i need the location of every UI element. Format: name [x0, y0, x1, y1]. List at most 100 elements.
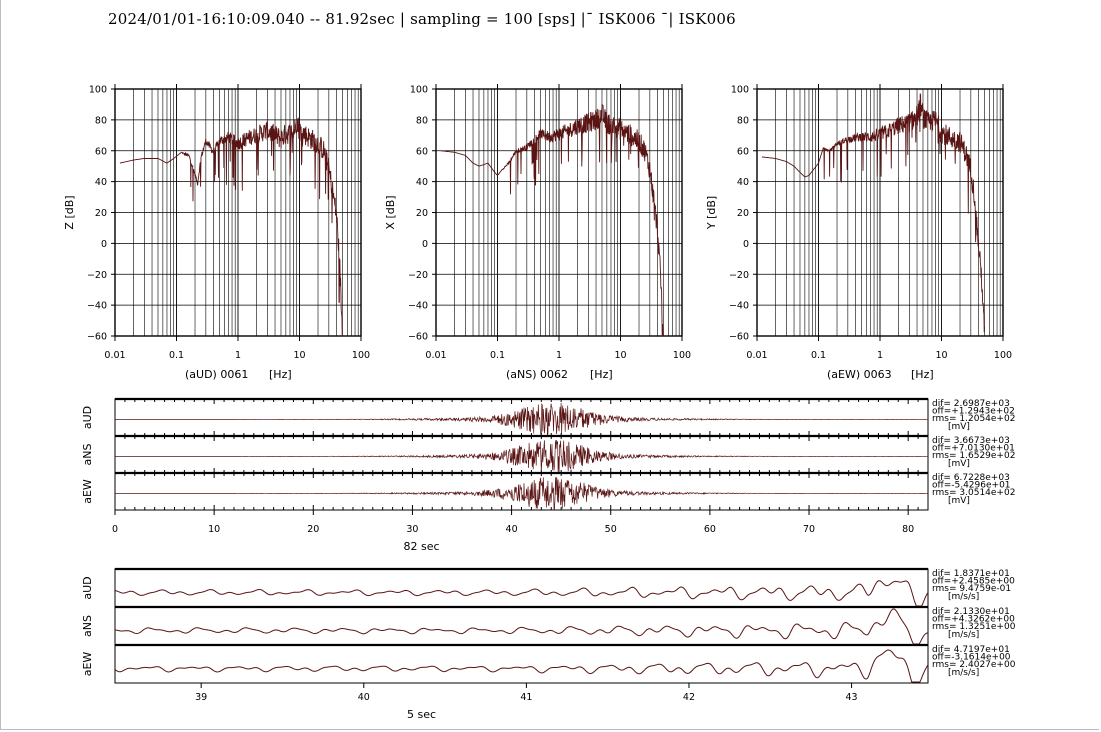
x-tick-label: 0.1 [490, 350, 505, 361]
trace-stat-rms: rms= 1.3251e+00 [932, 622, 1016, 632]
channel-label: aNS [81, 615, 94, 637]
y-tick-label: 60 [95, 146, 107, 157]
x-tick-label: 40 [506, 524, 518, 535]
x-tick-label: 40 [358, 692, 370, 703]
x-tick-label: 70 [803, 524, 815, 535]
trace-stat-dif: dif= 2.6987e+03 [932, 399, 1010, 409]
trace-stat-rms: rms= 2.4027e+00 [932, 660, 1016, 670]
x-tick-label: 0.1 [169, 350, 184, 361]
y-tick-label: 100 [410, 85, 428, 96]
waveform-trace [114, 608, 929, 645]
waveform-trace [115, 440, 929, 473]
spectrum-panel-1 [111, 84, 362, 341]
y-axis-label: Y [dB] [705, 196, 718, 230]
x-tick-label: 41 [520, 692, 532, 703]
y-tick-label: 40 [416, 177, 428, 188]
y-tick-label: −40 [729, 301, 749, 312]
waveform-trace [115, 402, 929, 436]
y-tick-label: 80 [95, 115, 107, 126]
trace-box [114, 644, 929, 684]
y-tick-label: 60 [416, 146, 428, 157]
x-tick-label: 43 [846, 692, 858, 703]
x-axis-unit: [Hz] [590, 368, 613, 381]
trace-stat-off: off=+2.4585e+00 [932, 577, 1015, 587]
trace-stat-rms: rms= 9.4759e-01 [932, 584, 1011, 594]
x-axis-label: 82 sec [403, 540, 439, 553]
x-tick-label: 100 [994, 350, 1012, 361]
trace-stat-off: off=+1.2943e+02 [932, 407, 1015, 417]
trace-stat-dif: dif= 6.7228e+03 [932, 473, 1010, 483]
waveform-trace [115, 477, 928, 510]
x-tick-label: 100 [673, 350, 691, 361]
x-tick-label: 0.01 [104, 350, 125, 361]
x-axis-unit: [Hz] [911, 368, 934, 381]
page-title: 2024/01/01-16:10:09.040 -- 81.92sec | sa… [108, 10, 736, 28]
channel-label: aUD [81, 406, 94, 429]
channel-label: aEW [81, 479, 94, 504]
x-tick-label: 0.1 [811, 350, 826, 361]
y-tick-label: 0 [422, 239, 428, 250]
trace-stat-unit: [mV] [948, 496, 970, 506]
spectrum-panel-2 [432, 84, 683, 341]
trace-stat-unit: [m/s/s] [948, 630, 979, 640]
x-tick-label: 0.01 [425, 350, 446, 361]
waveform-trace [114, 580, 929, 607]
trace-stat-off: off=-3.1614e+00 [932, 653, 1011, 663]
x-axis-label: 5 sec [407, 708, 436, 721]
y-tick-label: −60 [87, 332, 107, 343]
trace-stat-unit: [mV] [948, 459, 970, 469]
trace-stat-dif: dif= 4.7197e+01 [932, 645, 1010, 655]
x-tick-label: 1 [556, 350, 562, 361]
y-tick-label: −20 [408, 270, 428, 281]
x-tick-label: 42 [683, 692, 695, 703]
y-tick-label: −40 [87, 301, 107, 312]
waveform-trace [114, 649, 929, 683]
trace-stat-dif: dif= 1.8371e+01 [932, 569, 1010, 579]
waveform-overview [114, 397, 929, 515]
x-tick-label: 0.01 [746, 350, 767, 361]
trace-stat-dif: dif= 3.6673e+03 [932, 436, 1010, 446]
trace-stat-unit: [mV] [948, 422, 970, 432]
trace-stat-rms: rms= 1.2054e+02 [932, 414, 1015, 424]
y-tick-label: 60 [737, 146, 749, 157]
trace-box [114, 568, 929, 608]
channel-label: aEW [81, 652, 94, 677]
x-tick-label: 10 [614, 350, 626, 361]
y-tick-label: 80 [737, 115, 749, 126]
spectrum-trace [440, 104, 664, 337]
x-tick-label: 1 [235, 350, 241, 361]
x-tick-label: 50 [605, 524, 617, 535]
x-tick-label: 1 [877, 350, 883, 361]
x-tick-label: 100 [352, 350, 370, 361]
x-tick-label: 60 [704, 524, 716, 535]
y-tick-label: 100 [89, 85, 107, 96]
waveform-zoom [114, 567, 929, 688]
trace-stat-dif: dif= 2.1330e+01 [932, 607, 1010, 617]
y-tick-label: 80 [416, 115, 428, 126]
x-tick-label: 80 [902, 524, 914, 535]
trace-stat-unit: [m/s/s] [948, 668, 979, 678]
y-tick-label: 40 [737, 177, 749, 188]
channel-label: aNS [81, 444, 94, 466]
trace-box [114, 606, 929, 646]
spectrum-trace [119, 117, 343, 337]
y-tick-label: 20 [95, 208, 107, 219]
y-tick-label: −60 [408, 332, 428, 343]
x-tick-label: 10 [208, 524, 220, 535]
trace-stat-off: off=-5.4296e+01 [932, 481, 1011, 491]
y-axis-label: X [dB] [384, 195, 397, 229]
trace-box [114, 435, 929, 474]
y-tick-label: 0 [743, 239, 749, 250]
y-tick-label: −20 [87, 270, 107, 281]
spectrum-trace [761, 93, 985, 333]
y-tick-label: 100 [731, 85, 749, 96]
y-tick-label: −40 [408, 301, 428, 312]
trace-stat-off: off=+7.0130e+01 [932, 444, 1015, 454]
x-tick-label: 0 [112, 524, 118, 535]
y-tick-label: 20 [737, 208, 749, 219]
x-tick-label: 20 [307, 524, 319, 535]
x-tick-label: 10 [935, 350, 947, 361]
y-tick-label: 20 [416, 208, 428, 219]
x-axis-label: (aUD) 0061 [185, 368, 248, 381]
